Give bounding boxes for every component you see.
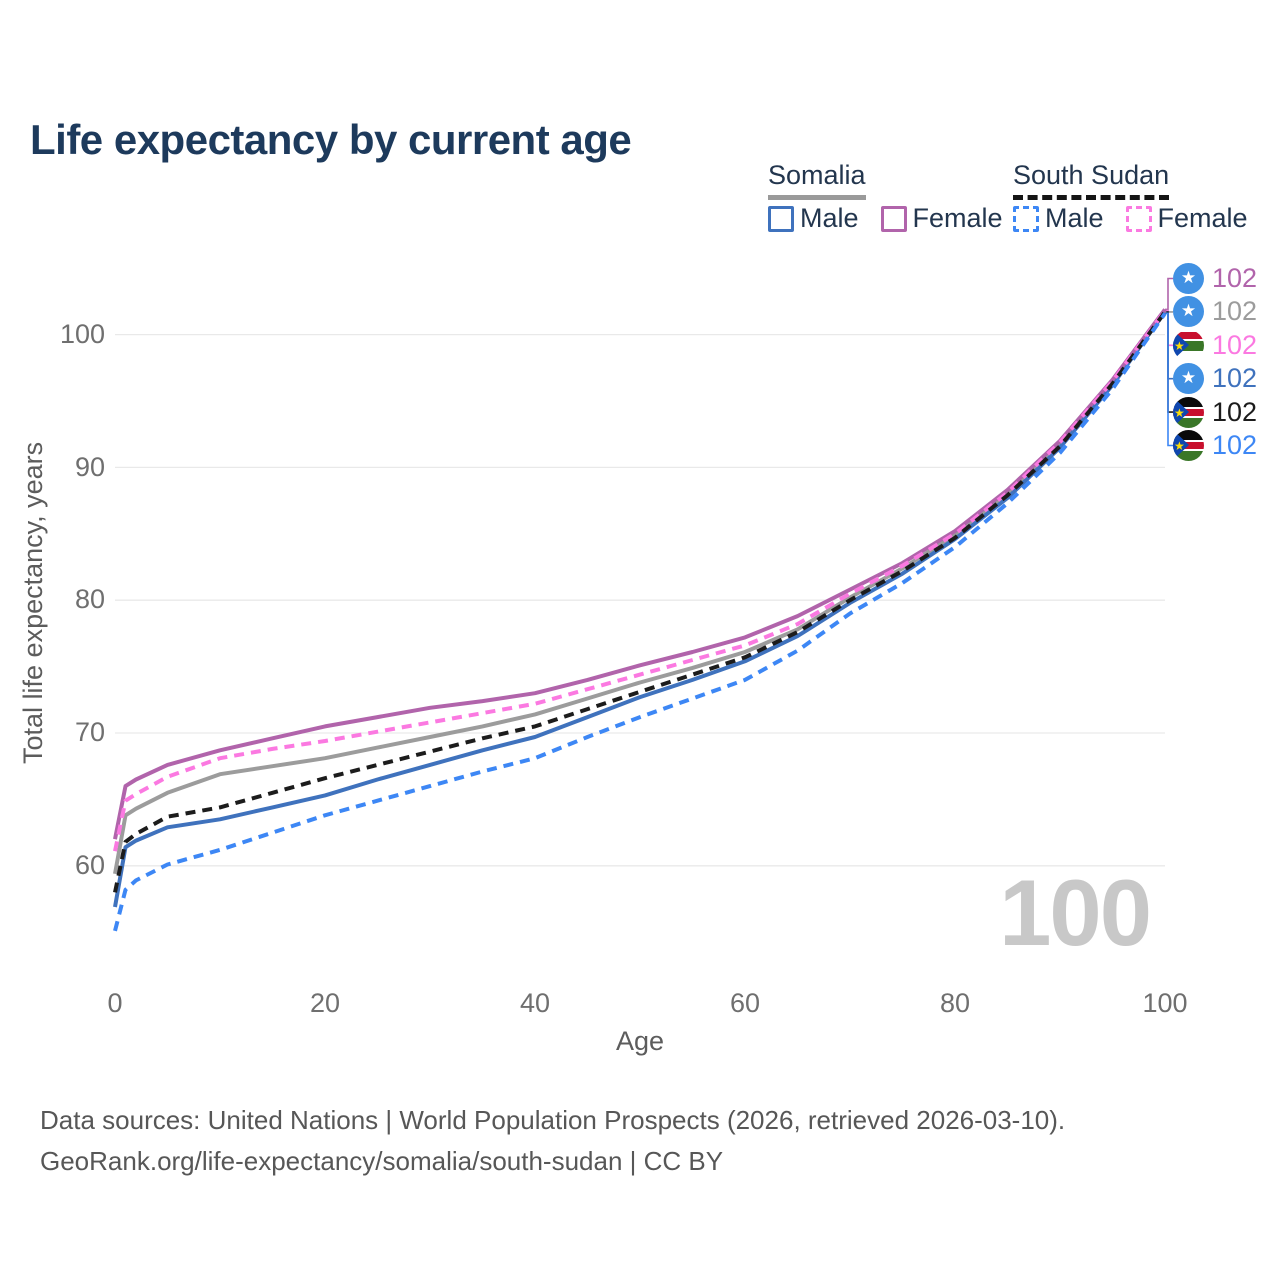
x-tick-100: 100 [1142,988,1188,1018]
legend-somalia-male[interactable]: Male [768,203,859,234]
line-south-sudan-female[interactable] [113,309,1167,852]
page-title: Life expectancy by current age [30,116,632,164]
legend-somalia-title[interactable]: Somalia [768,160,866,200]
y-axis-title: Total life expectancy, years [18,441,48,764]
end-value: 102 [1212,296,1258,326]
leader-lines [1165,277,1173,447]
end-value: 102 [1212,330,1258,360]
line-south-sudan-male[interactable] [113,312,1167,932]
y-tick-70: 70 [74,717,105,747]
leader-south-sudan-both [1165,311,1173,413]
legend-south-sudan-male-label: Male [1045,203,1104,233]
legend-group-south-sudan: South Sudan [1013,160,1170,200]
legend-items-somalia: Male Female [768,203,1003,234]
legend-somalia-female-label: Female [912,203,1003,233]
end-label-somalia-both: ★ 102 [1173,295,1257,328]
legend-somalia-male-label: Male [800,203,859,233]
south-sudan-male-swatch-icon [1013,205,1039,232]
data-sources-line: Data sources: United Nations | World Pop… [40,1105,1066,1135]
hover-age-watermark: 100 [999,860,1152,965]
x-tick-60: 60 [729,988,761,1018]
end-label-south-sudan-female: ★ 102 [1173,329,1257,362]
legend-south-sudan-female[interactable]: Female [1125,203,1248,234]
end-value: 102 [1212,430,1258,460]
south-sudan-flag-icon: ★ [1173,397,1204,428]
line-south-sudan-both[interactable] [113,310,1167,893]
line-somalia-both[interactable] [113,309,1167,875]
somalia-flag-icon: ★ [1173,363,1204,394]
x-tick-40: 40 [519,988,551,1018]
end-label-somalia-female: ★ 102 [1173,262,1257,295]
legend-somalia-female[interactable]: Female [880,203,1003,234]
leader-somalia-female [1165,277,1173,311]
end-value: 102 [1212,397,1258,427]
end-value: 102 [1212,263,1258,293]
leader-south-sudan-female [1165,309,1173,347]
y-tick-90: 90 [74,452,105,482]
somalia-flag-icon: ★ [1173,263,1204,294]
x-tick-80: 80 [939,988,971,1018]
x-tick-0: 0 [107,988,123,1018]
legend-south-sudan-title[interactable]: South Sudan [1013,160,1170,200]
leader-south-sudan-male [1165,312,1173,447]
south-sudan-flag-icon: ★ [1173,430,1204,461]
legend-items-south-sudan: Male Female [1013,203,1248,234]
line-somalia-male[interactable] [113,310,1167,908]
legend-south-sudan-female-label: Female [1157,203,1248,233]
y-tick-100: 100 [59,319,105,349]
somalia-flag-icon: ★ [1173,296,1204,327]
end-label-south-sudan-both: ★ 102 [1173,396,1257,429]
gridlines [115,333,1165,867]
end-label-south-sudan-male: ★ 102 [1173,429,1257,462]
end-value: 102 [1212,363,1258,393]
somalia-male-swatch-icon [768,205,794,232]
line-somalia-female[interactable] [113,308,1167,840]
source-url-line: GeoRank.org/life-expectancy/somalia/sout… [40,1146,724,1176]
y-tick-80: 80 [74,584,105,614]
south-sudan-female-swatch-icon [1125,205,1152,232]
legend-group-somalia: Somalia [768,160,866,200]
attribution: Data sources: United Nations | World Pop… [40,1100,1065,1182]
x-tick-20: 20 [309,988,341,1018]
y-tick-60: 60 [74,850,105,880]
end-label-somalia-male: ★ 102 [1173,362,1257,395]
legend-south-sudan-male[interactable]: Male [1013,203,1104,234]
x-axis-title: Age [615,1026,665,1056]
somalia-female-swatch-icon [880,205,907,232]
south-sudan-flag-icon: ★ [1173,330,1204,361]
